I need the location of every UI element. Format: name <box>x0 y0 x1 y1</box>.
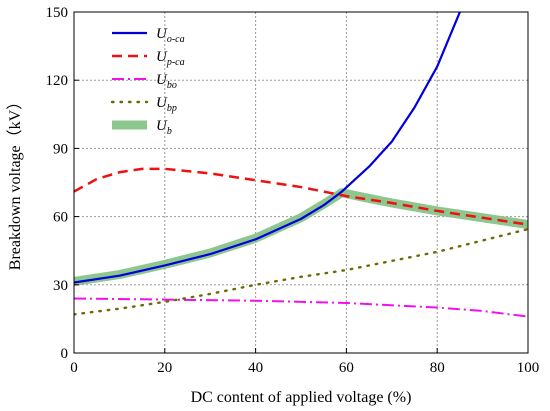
x-tick-label: 20 <box>157 360 172 376</box>
plot-frame <box>73 11 529 354</box>
x-tick-label: 0 <box>70 360 78 376</box>
y-tick-label: 90 <box>53 141 68 157</box>
x-axis-title: DC content of applied voltage (%) <box>191 389 412 406</box>
legend: Uo-ca Up-ca Ubo Ubp Ub <box>110 26 185 137</box>
series-line-bo <box>74 297 528 318</box>
x-tick-label: 100 <box>517 360 540 376</box>
series-line-b <box>74 188 528 286</box>
legend-label-bo: Ubo <box>156 72 177 91</box>
series-group <box>74 12 528 318</box>
series-line-p-ca <box>74 167 528 226</box>
legend-label-b: Ub <box>156 118 172 137</box>
y-tick-label: 120 <box>46 73 69 89</box>
x-tick-label: 80 <box>430 360 445 376</box>
y-tick-label: 60 <box>53 210 68 226</box>
x-tick-label: 60 <box>339 360 354 376</box>
y-tick-label: 150 <box>46 5 69 21</box>
legend-label-p-ca: Up-ca <box>156 49 185 68</box>
grid <box>74 12 528 353</box>
ticks: 0 20 40 60 80 100 0 30 60 90 120 150 <box>46 5 540 376</box>
series-line-bp <box>74 227 528 316</box>
series-line-o-ca <box>74 12 461 284</box>
y-axis-title: Breakdown voltage（kV） <box>6 94 24 270</box>
legend-label-o-ca: Uo-ca <box>156 26 185 45</box>
y-tick-label: 0 <box>61 346 69 362</box>
x-tick-label: 40 <box>248 360 263 376</box>
legend-label-bp: Ubp <box>156 95 177 114</box>
y-tick-label: 30 <box>53 278 68 294</box>
